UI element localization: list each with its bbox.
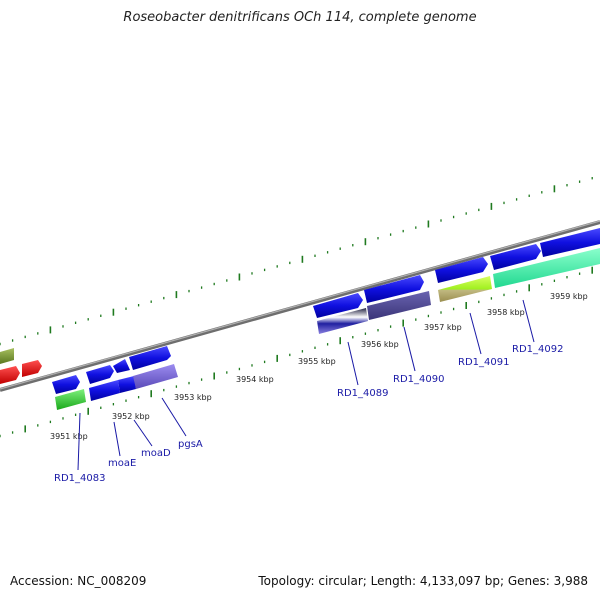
kbp-labels: 3951 kbp 3952 kbp 3953 kbp 3954 kbp 3955…: [50, 292, 588, 441]
gene-label[interactable]: moaD: [141, 448, 171, 459]
gene-pgsa[interactable]: [133, 364, 178, 389]
gene-label-leaders: [77, 299, 535, 471]
gene-labels: RD1_4083 moaE moaD pgsA RD1_4089 RD1_409…: [54, 344, 563, 484]
gene-blue-7[interactable]: [435, 257, 488, 283]
kbp-label: 3951 kbp: [50, 432, 88, 441]
gene-label[interactable]: RD1_4090: [393, 374, 444, 385]
gene-blue-9[interactable]: [540, 228, 600, 257]
gene-label[interactable]: pgsA: [178, 439, 203, 450]
gene-blue-6[interactable]: [364, 275, 424, 303]
kbp-label: 3956 kbp: [361, 340, 399, 349]
gene-rd1-4089[interactable]: [317, 308, 368, 334]
gene-rd1-4090[interactable]: [367, 291, 431, 320]
gene-label[interactable]: RD1_4089: [337, 388, 388, 399]
accession-text: Accession: NC_008209: [10, 574, 147, 588]
kbp-label: 3955 kbp: [298, 357, 336, 366]
kbp-label: 3952 kbp: [112, 412, 150, 421]
kbp-label: 3959 kbp: [550, 292, 588, 301]
gene-features: [0, 228, 600, 410]
outer-tick-track: [0, 177, 593, 346]
kbp-label: 3957 kbp: [424, 323, 462, 332]
gene-blue-2[interactable]: [86, 365, 114, 384]
gene-red-small[interactable]: [22, 360, 42, 377]
gene-label[interactable]: moaE: [108, 458, 136, 469]
gene-olive-partial[interactable]: [0, 348, 14, 364]
gene-blue-4[interactable]: [129, 346, 171, 370]
gene-blue-8[interactable]: [490, 244, 541, 270]
gene-rd1-4092[interactable]: [493, 248, 600, 288]
gene-label[interactable]: RD1_4083: [54, 473, 105, 484]
kbp-label: 3953 kbp: [174, 393, 212, 402]
gene-label[interactable]: RD1_4091: [458, 357, 509, 368]
topology-text: Topology: circular; Length: 4,133,097 bp…: [258, 574, 588, 588]
kbp-label: 3958 kbp: [487, 308, 525, 317]
gene-label[interactable]: RD1_4092: [512, 344, 563, 355]
gene-blue-1[interactable]: [52, 375, 80, 394]
gene-red-partial[interactable]: [0, 366, 20, 384]
gene-rd1-4091[interactable]: [438, 276, 492, 302]
inner-tick-track: [0, 266, 594, 438]
backbone: [0, 220, 600, 392]
gene-blue-5[interactable]: [313, 293, 363, 318]
gene-rd1-4083[interactable]: [55, 389, 86, 410]
map-title: Roseobacter denitrificans OCh 114, compl…: [123, 10, 477, 25]
gene-moad[interactable]: [118, 376, 136, 393]
kbp-label: 3954 kbp: [236, 375, 274, 384]
gene-moae[interactable]: [89, 380, 120, 401]
gene-blue-3[interactable]: [113, 359, 130, 373]
